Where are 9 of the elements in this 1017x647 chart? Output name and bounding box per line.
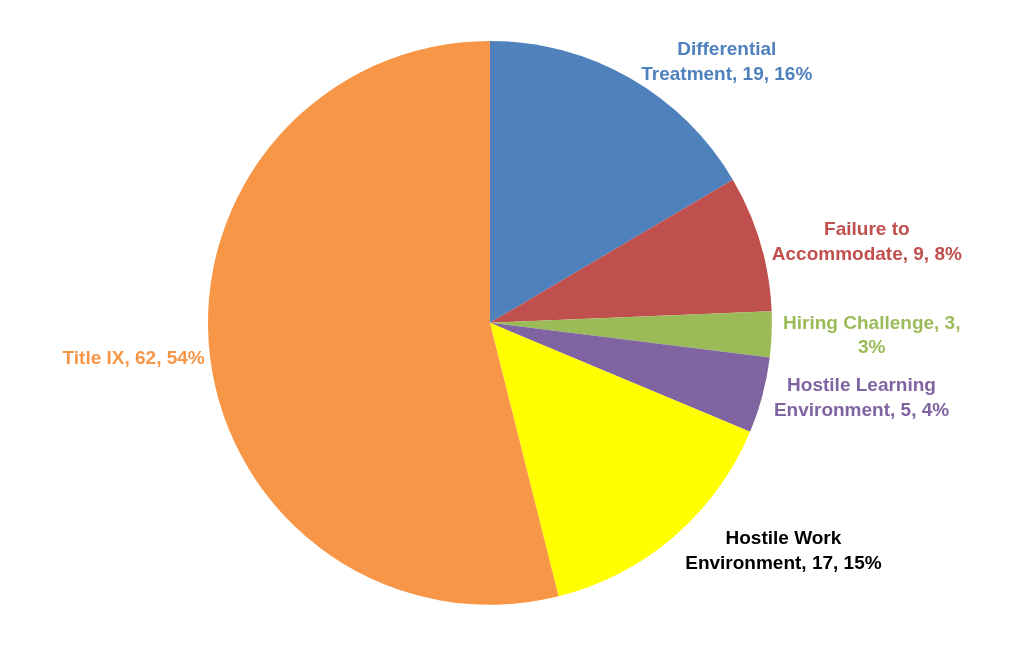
pie-slice <box>489 179 772 323</box>
slice-label: Failure to Accommodate, 9, 8% <box>771 218 962 265</box>
pie-slice <box>489 322 770 432</box>
pie-slice <box>208 40 559 605</box>
slice-label: Differential Treatment, 19, 16% <box>641 37 813 84</box>
slice-label: Hostile Learning Environment, 5, 4% <box>773 373 950 420</box>
slice-label: Title IX, 62, 54% <box>62 347 205 369</box>
slice-label: Hostile Work Environment, 17, 15% <box>685 526 882 573</box>
slice-label: Hiring Challenge, 3, 3% <box>783 311 961 358</box>
